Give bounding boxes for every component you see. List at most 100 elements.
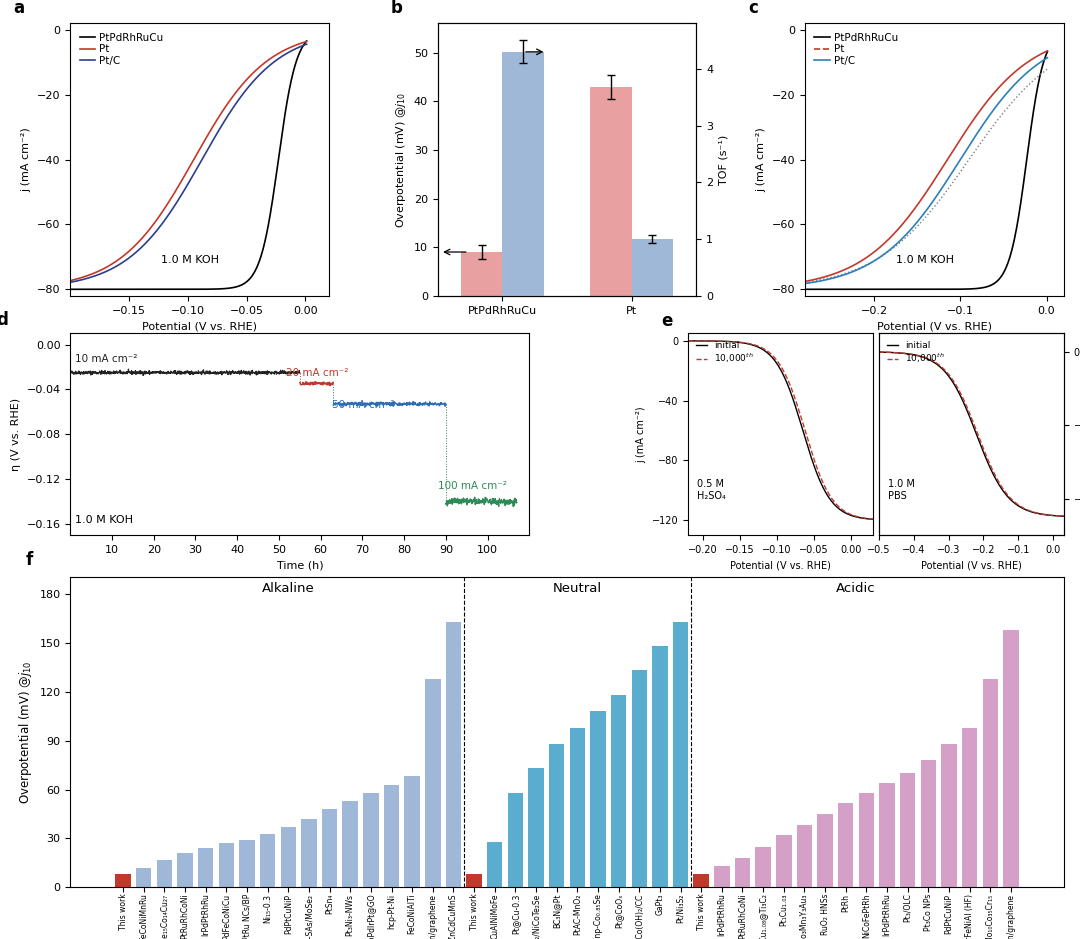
initial — [714, 335, 727, 346]
Y-axis label: j (mA cm⁻²): j (mA cm⁻²) — [22, 128, 31, 192]
Bar — [177, 854, 193, 887]
Text: Neutral: Neutral — [553, 582, 602, 595]
X-axis label: Potential (V vs. RHE): Potential (V vs. RHE) — [921, 561, 1022, 571]
Bar — [734, 858, 751, 887]
10,000$^{th}$ — [982, 454, 995, 465]
Text: 1.0 M KOH: 1.0 M KOH — [161, 255, 219, 265]
Bar — [383, 785, 400, 887]
10,000$^{th}$ — [905, 348, 918, 360]
Bar — [818, 814, 833, 887]
Bar — [218, 843, 234, 887]
Bar — [404, 777, 420, 887]
Bar — [652, 646, 667, 887]
Bar — [838, 803, 853, 887]
Line: 10,000$^{th}$: 10,000$^{th}$ — [879, 352, 1064, 516]
Bar — [260, 834, 275, 887]
initial — [920, 353, 933, 364]
initial — [905, 348, 918, 360]
initial — [791, 407, 804, 418]
initial — [729, 336, 742, 347]
10,000$^{th}$ — [806, 447, 819, 458]
initial — [806, 454, 819, 465]
initial — [681, 335, 694, 346]
Y-axis label: Overpotential (mV) @$j_{10}$: Overpotential (mV) @$j_{10}$ — [394, 92, 408, 227]
Y-axis label: η (V vs. RHE): η (V vs. RHE) — [11, 398, 21, 470]
Bar — [755, 847, 771, 887]
initial — [1012, 500, 1025, 512]
10,000$^{th}$ — [821, 486, 834, 498]
Bar — [549, 744, 565, 887]
Text: 20 mA cm⁻²: 20 mA cm⁻² — [286, 368, 349, 377]
Bar — [941, 744, 957, 887]
10,000$^{th}$ — [1057, 511, 1070, 522]
Bar — [920, 761, 936, 887]
Text: Acidic: Acidic — [836, 582, 876, 595]
Text: 100 mA cm⁻²: 100 mA cm⁻² — [437, 481, 507, 491]
Bar — [301, 819, 316, 887]
initial — [821, 490, 834, 501]
Bar — [446, 622, 461, 887]
Bar — [240, 840, 255, 887]
initial — [873, 346, 886, 358]
Bar — [797, 825, 812, 887]
Legend: initial, 10,000$^{th}$: initial, 10,000$^{th}$ — [692, 338, 757, 369]
Bar — [461, 252, 502, 296]
initial — [982, 457, 995, 469]
Text: 1.0 M KOH: 1.0 M KOH — [895, 255, 954, 265]
Text: c: c — [748, 0, 758, 17]
Y-axis label: TOF (s⁻¹): TOF (s⁻¹) — [719, 134, 729, 185]
10,000$^{th}$ — [956, 392, 969, 403]
Bar — [714, 866, 730, 887]
Bar — [591, 711, 606, 887]
Bar — [591, 86, 632, 296]
Bar — [632, 239, 673, 296]
10,000$^{th}$ — [729, 336, 742, 347]
Text: 10 mA cm⁻²: 10 mA cm⁻² — [75, 354, 137, 363]
Bar — [879, 783, 894, 887]
Bar — [322, 809, 337, 887]
Text: e: e — [661, 312, 673, 330]
Bar — [632, 670, 647, 887]
Bar — [116, 874, 131, 887]
Bar — [528, 768, 543, 887]
Bar — [281, 827, 296, 887]
10,000$^{th}$ — [873, 346, 886, 358]
Line: initial: initial — [879, 352, 1064, 516]
Bar — [777, 835, 792, 887]
Y-axis label: Overpotential (mV) @$j_{10}$: Overpotential (mV) @$j_{10}$ — [17, 661, 33, 804]
Bar — [467, 874, 482, 887]
Bar — [487, 841, 502, 887]
Text: a: a — [13, 0, 25, 17]
10,000$^{th}$ — [996, 482, 1009, 493]
Bar — [157, 859, 172, 887]
Line: 10,000$^{th}$: 10,000$^{th}$ — [688, 341, 874, 519]
X-axis label: Potential (V vs. RHE): Potential (V vs. RHE) — [730, 561, 832, 571]
X-axis label: Time (h): Time (h) — [276, 561, 323, 571]
Text: 50 mA cm⁻²: 50 mA cm⁻² — [332, 400, 394, 410]
Text: b: b — [391, 0, 403, 17]
initial — [996, 485, 1009, 496]
Line: initial: initial — [688, 341, 874, 519]
Bar — [900, 773, 916, 887]
Bar — [611, 695, 626, 887]
10,000$^{th}$ — [766, 349, 779, 361]
Bar — [136, 868, 151, 887]
initial — [956, 394, 969, 406]
Legend: PtPdRhRuCu, Pt, Pt/C: PtPdRhRuCu, Pt, Pt/C — [810, 29, 903, 70]
Text: Alkaline: Alkaline — [262, 582, 314, 595]
initial — [1057, 511, 1070, 522]
Bar — [569, 728, 585, 887]
Text: 1.0 M
PBS: 1.0 M PBS — [888, 479, 915, 500]
Legend: initial, 10,000$^{th}$: initial, 10,000$^{th}$ — [883, 338, 948, 369]
Text: d: d — [0, 311, 9, 330]
Bar — [859, 793, 874, 887]
X-axis label: Potential (V vs. RHE): Potential (V vs. RHE) — [143, 321, 257, 331]
Text: 1.0 M KOH: 1.0 M KOH — [75, 516, 133, 525]
10,000$^{th}$ — [867, 514, 880, 525]
10,000$^{th}$ — [920, 352, 933, 363]
Y-axis label: j (mA cm⁻²): j (mA cm⁻²) — [756, 128, 767, 192]
10,000$^{th}$ — [714, 335, 727, 346]
Bar — [673, 622, 688, 887]
Bar — [426, 679, 441, 887]
10,000$^{th}$ — [1012, 499, 1025, 510]
